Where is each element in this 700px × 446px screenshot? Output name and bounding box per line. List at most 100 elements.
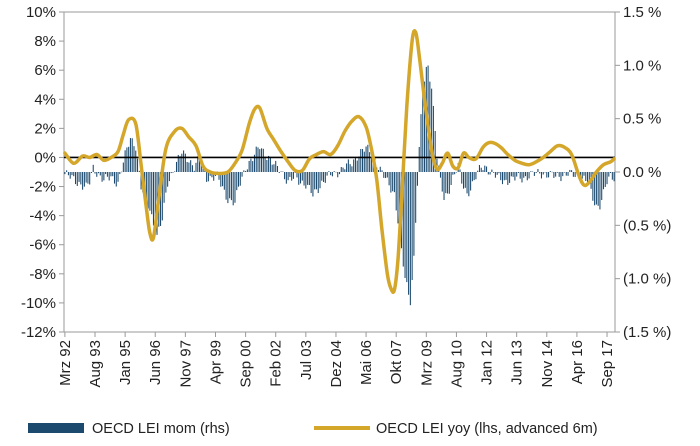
- bar-mark: [613, 172, 615, 182]
- bar-mark: [241, 172, 243, 177]
- bar-mark: [73, 172, 75, 177]
- bar-mark: [312, 172, 314, 197]
- bar-mark: [354, 157, 356, 172]
- bar-mark: [562, 172, 564, 177]
- bar-mark: [601, 172, 603, 200]
- bar-mark: [383, 172, 385, 178]
- bar-mark: [523, 172, 525, 178]
- legend-bar-label: OECD LEI mom (rhs): [92, 421, 230, 437]
- bar-mark: [298, 172, 300, 185]
- bar-mark: [484, 165, 486, 172]
- bar-mark: [207, 172, 209, 182]
- bar-mark: [526, 172, 528, 181]
- bar-mark: [516, 172, 518, 177]
- bar-mark: [315, 172, 317, 190]
- bar-mark: [487, 172, 489, 175]
- bar-mark: [289, 172, 291, 177]
- bar-mark: [501, 172, 504, 185]
- bar-mark: [223, 172, 225, 190]
- bar-mark: [126, 147, 128, 172]
- bar-mark: [117, 172, 119, 182]
- bar-mark: [74, 172, 77, 185]
- bar-mark: [594, 172, 596, 206]
- bar-mark: [608, 172, 610, 177]
- bar-mark: [548, 172, 550, 178]
- left-axis-ticks: 10% 8% 6% 4% 2% 0% -2% -4% -6% -8% -10% -12%: [21, 4, 64, 341]
- line-series-path: [63, 29, 616, 294]
- bar-mark: [299, 172, 302, 184]
- bar-mark: [563, 172, 566, 173]
- bar-mark: [587, 172, 589, 185]
- left-tick-label: 0%: [34, 149, 56, 166]
- bar-mark: [105, 172, 107, 175]
- bar-mark: [174, 171, 176, 172]
- x-tick-label: Jun 13: [509, 340, 526, 385]
- bar-mark: [179, 156, 181, 172]
- bar-mark: [89, 172, 91, 185]
- bar-mark: [128, 146, 130, 172]
- bar-mark: [292, 172, 294, 179]
- bar-mark: [291, 172, 293, 181]
- bar-mark: [507, 172, 509, 185]
- bar-mark: [80, 172, 82, 185]
- bar-mark: [160, 172, 162, 226]
- bar-mark: [494, 172, 496, 178]
- bar-mark: [110, 172, 112, 177]
- bar-mark: [370, 157, 372, 172]
- left-tick-label: -12%: [21, 324, 56, 341]
- bar-mark: [450, 172, 452, 186]
- bar-mark: [604, 172, 606, 187]
- bar-mark: [112, 172, 114, 177]
- bar-mark: [236, 172, 238, 191]
- bar-mark: [445, 172, 447, 194]
- bar-mark: [362, 149, 364, 172]
- bar-mark: [344, 169, 346, 172]
- bar-mark: [220, 172, 222, 187]
- bar-mark: [572, 172, 574, 177]
- bar-mark: [480, 167, 482, 172]
- bar-mark: [317, 172, 319, 194]
- bar-mark: [275, 160, 277, 172]
- bar-mark: [321, 172, 323, 181]
- bar-mark: [282, 171, 284, 173]
- bar-mark: [305, 172, 307, 189]
- bar-mark: [66, 170, 68, 172]
- bar-mark: [583, 172, 585, 176]
- bar-mark: [229, 172, 231, 199]
- bar-mark: [377, 170, 380, 172]
- bar-mark: [565, 172, 567, 176]
- legend-line-label: OECD LEI yoy (lhs, advanced 6m): [376, 421, 598, 437]
- x-tick-label: Jan 12: [479, 340, 496, 385]
- bar-mark: [392, 172, 394, 192]
- bar-mark: [524, 172, 527, 177]
- bar-mark: [151, 172, 153, 215]
- x-tick-label: Jul 03: [298, 340, 315, 380]
- bar-mark: [124, 150, 126, 172]
- bar-mark: [69, 172, 71, 179]
- bar-mark: [466, 172, 468, 194]
- x-tick-label: Jun 96: [147, 340, 164, 385]
- bar-mark: [439, 172, 442, 178]
- bar-mark: [204, 170, 206, 172]
- bar-mark: [542, 172, 544, 175]
- bar-mark: [296, 172, 298, 178]
- bar-mark: [553, 172, 555, 178]
- bar-mark: [255, 146, 257, 172]
- bar-mark: [574, 172, 576, 177]
- bar-mark: [190, 160, 192, 172]
- right-tick-label: 0.0 %: [623, 164, 661, 181]
- x-tick-label: Mrz 09: [418, 340, 435, 386]
- right-axis-ticks: 1.5 % 1.0 % 0.5 % 0.0 % (0.5 %) (1.0 %) (1.5 %…: [615, 4, 671, 341]
- bar-mark: [252, 161, 254, 172]
- bar-mark: [597, 172, 599, 206]
- bar-mark: [85, 172, 87, 183]
- bar-mark: [404, 172, 406, 279]
- bar-mark: [129, 138, 131, 172]
- bar-mark: [193, 170, 195, 172]
- bar-mark: [106, 172, 108, 177]
- bar-mark: [218, 172, 220, 180]
- bar-mark: [530, 171, 532, 172]
- bar-mark: [121, 171, 123, 173]
- bar-mark: [248, 160, 250, 172]
- bar-mark: [539, 172, 541, 174]
